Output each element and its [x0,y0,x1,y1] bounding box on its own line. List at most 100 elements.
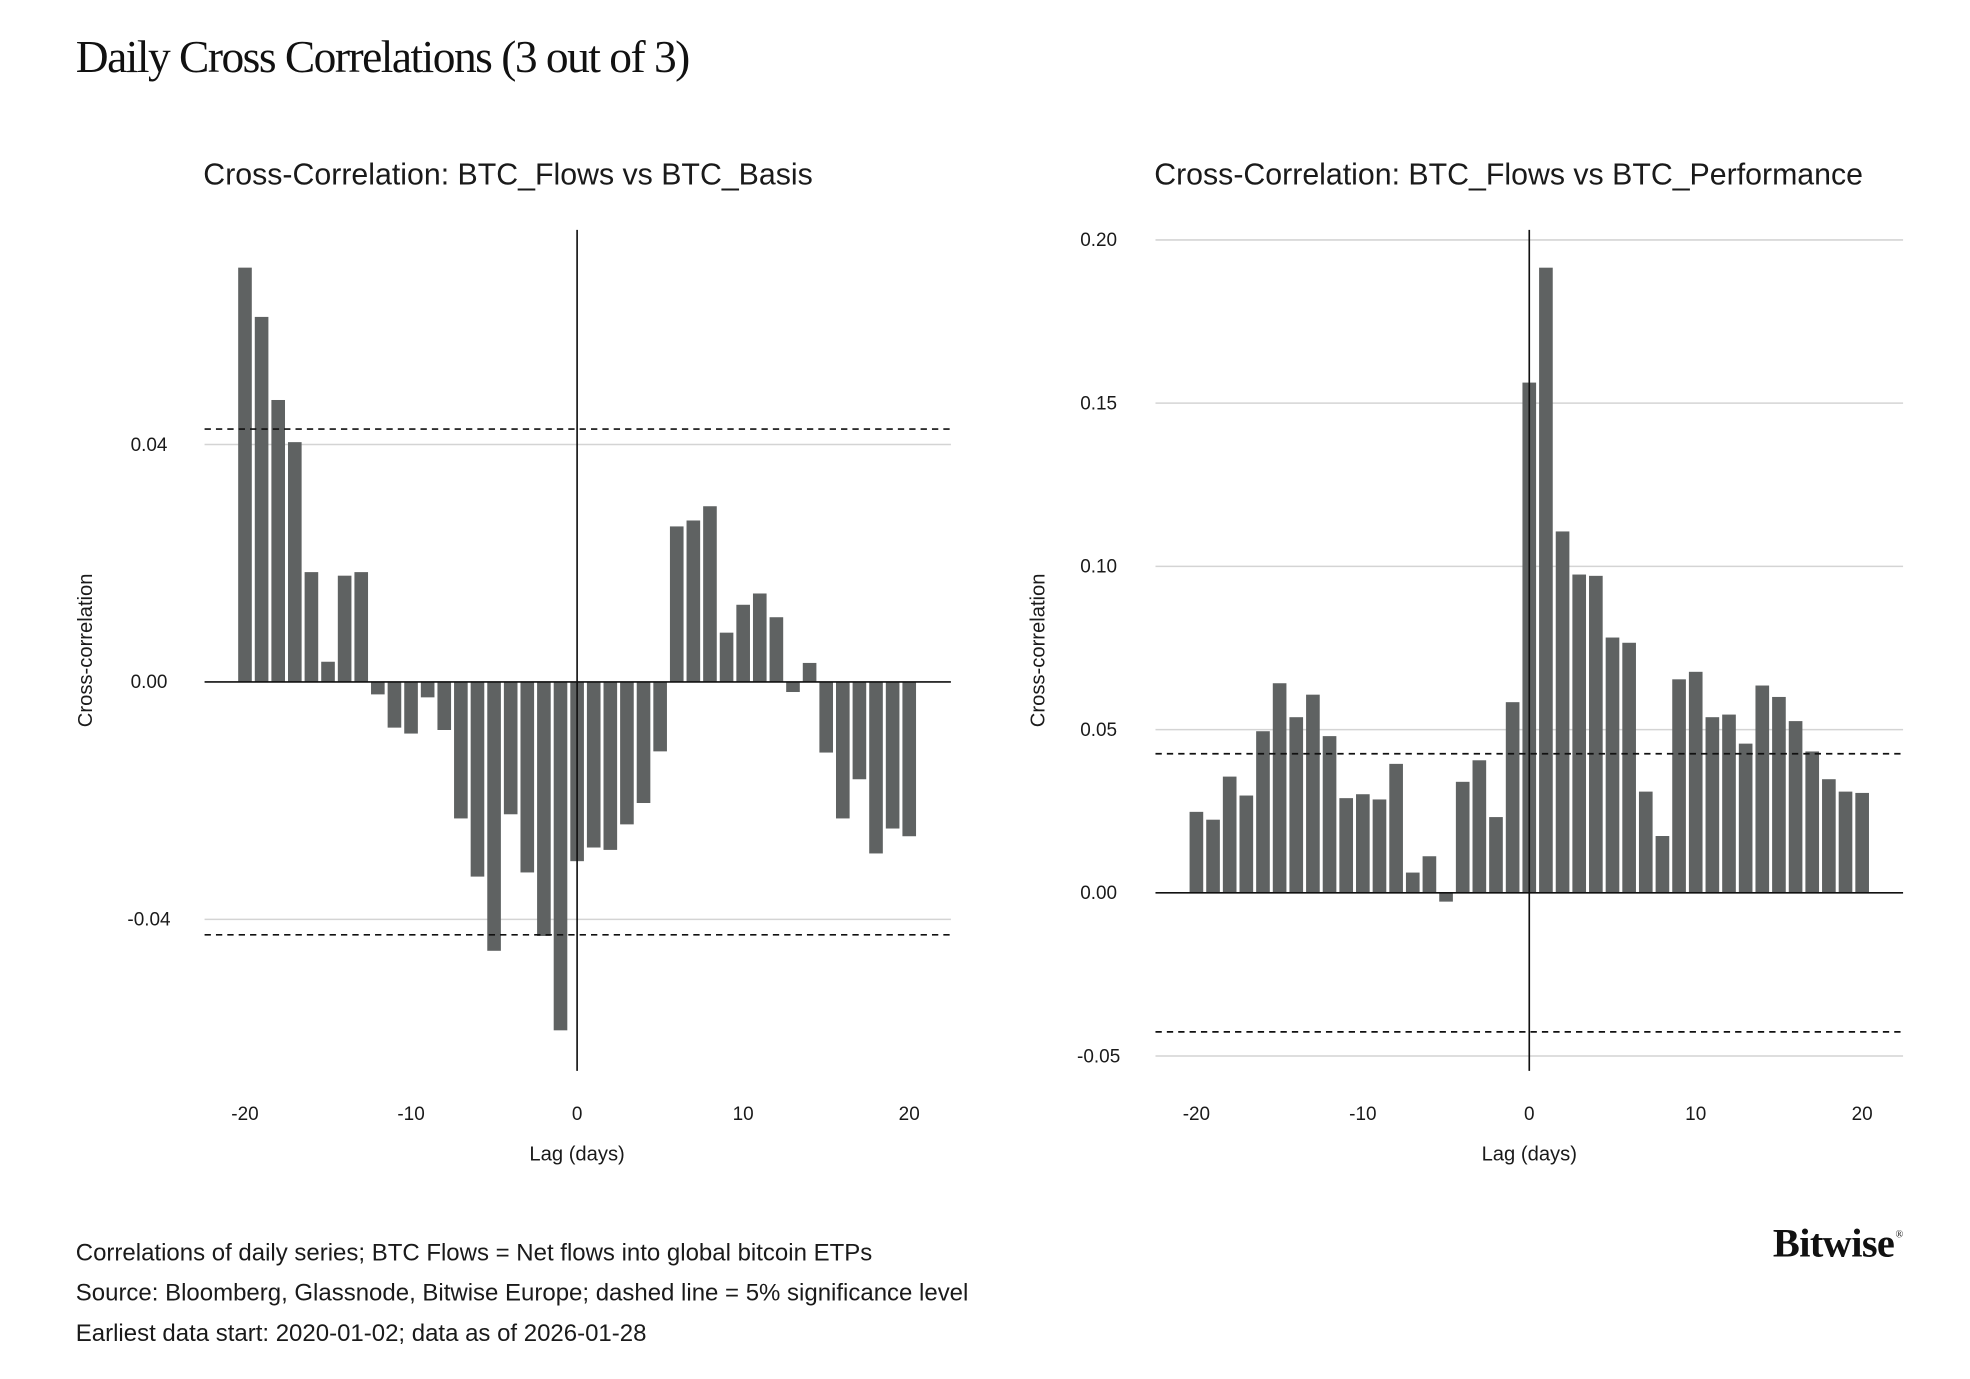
bar [819,681,834,753]
y-tick-label: 0.10 [1080,557,1117,578]
bar [337,575,352,682]
bar [321,661,335,682]
bar [1788,721,1803,893]
bar [736,604,750,682]
bar [437,681,452,730]
y-tick-label: 0.15 [1080,393,1117,414]
bar [1505,702,1520,893]
bar [752,593,767,682]
bar [1539,267,1553,893]
y-axis-label: Cross-correlation [1027,574,1049,728]
bar [1472,760,1487,893]
bar [1239,795,1254,893]
bar [653,681,667,752]
bar [503,681,518,815]
bar [1489,817,1503,893]
bar [1222,776,1237,893]
bar [1705,717,1720,893]
x-tick-label: -20 [231,1104,258,1125]
bar [1638,791,1653,893]
bar [1206,819,1220,893]
bar [487,681,501,951]
x-tick-label: -10 [397,1104,424,1125]
bar [1655,836,1670,893]
bar [1589,575,1603,893]
bar [1405,872,1420,893]
bar [454,681,468,819]
y-tick-label: 0.05 [1080,720,1117,741]
bar [869,681,883,854]
bar [1306,694,1320,893]
bar [1622,642,1636,893]
x-tick-label: 20 [1852,1104,1873,1125]
bar [1672,679,1686,893]
y-tick-label: 0.00 [131,672,168,693]
footnote: Correlations of daily series; BTC Flows … [76,1239,872,1266]
page-title: Daily Cross Correlations (3 out of 3) [76,31,689,82]
bar [603,681,618,850]
bar [1838,791,1853,893]
chart-basis: Cross-Correlation: BTC_Flows vs BTC_Basi… [75,158,951,1166]
bar [1455,781,1470,893]
footnote: Source: Bloomberg, Glassnode, Bitwise Eu… [76,1280,969,1307]
bar [470,681,485,877]
chart-performance: Cross-Correlation: BTC_Flows vs BTC_Perf… [1027,158,1904,1166]
bar [404,681,418,734]
bar [786,681,800,693]
bar [238,267,252,682]
bar [420,681,435,698]
bar [1605,637,1620,893]
bitwise-logo: Bitwise ® [1773,1221,1904,1266]
bar [686,520,701,682]
y-tick-label: 0.00 [1080,883,1117,904]
x-tick-label: 10 [733,1104,754,1125]
bar [537,681,551,936]
bar [1805,751,1820,893]
y-axis-label: Cross-correlation [75,574,97,728]
bar [520,681,535,873]
x-tick-label: -20 [1183,1104,1210,1125]
bar [1439,892,1453,902]
bar [1289,717,1304,893]
x-axis-label: Lag (days) [529,1144,624,1166]
y-tick-label: 0.04 [131,435,168,456]
bar [1555,531,1570,893]
x-axis-label: Lag (days) [1482,1144,1577,1166]
bar [1256,731,1270,893]
chart-title: Cross-Correlation: BTC_Flows vs BTC_Perf… [1154,158,1863,191]
bar [1772,696,1786,893]
bar [271,399,286,682]
x-tick-label: 0 [1524,1104,1535,1125]
bar [1356,794,1370,893]
bar [1755,685,1770,893]
bar [769,617,784,682]
bar [1189,811,1204,893]
bar [1738,743,1753,893]
x-tick-label: -10 [1349,1104,1376,1125]
bar [1722,714,1736,893]
bar [719,632,734,682]
bar [636,681,651,804]
bar [1855,792,1869,893]
chart-title: Cross-Correlation: BTC_Flows vs BTC_Basi… [203,158,812,191]
y-tick-label: -0.04 [127,910,170,931]
bar [586,681,601,848]
bar [835,681,850,819]
bar [802,662,817,682]
bar [254,316,269,682]
registered-mark: ® [1895,1230,1903,1241]
bar [669,526,684,682]
bar [1822,779,1836,893]
bar [852,681,867,780]
bar [1389,763,1403,893]
bar [1372,799,1387,893]
bar [371,681,385,695]
x-tick-label: 0 [572,1104,583,1125]
bar [287,442,302,682]
bar [304,572,319,682]
bar [1422,856,1437,893]
bar [553,681,568,1031]
x-tick-label: 20 [899,1104,920,1125]
footnote: Earliest data start: 2020-01-02; data as… [76,1320,647,1347]
bar [1322,736,1337,893]
